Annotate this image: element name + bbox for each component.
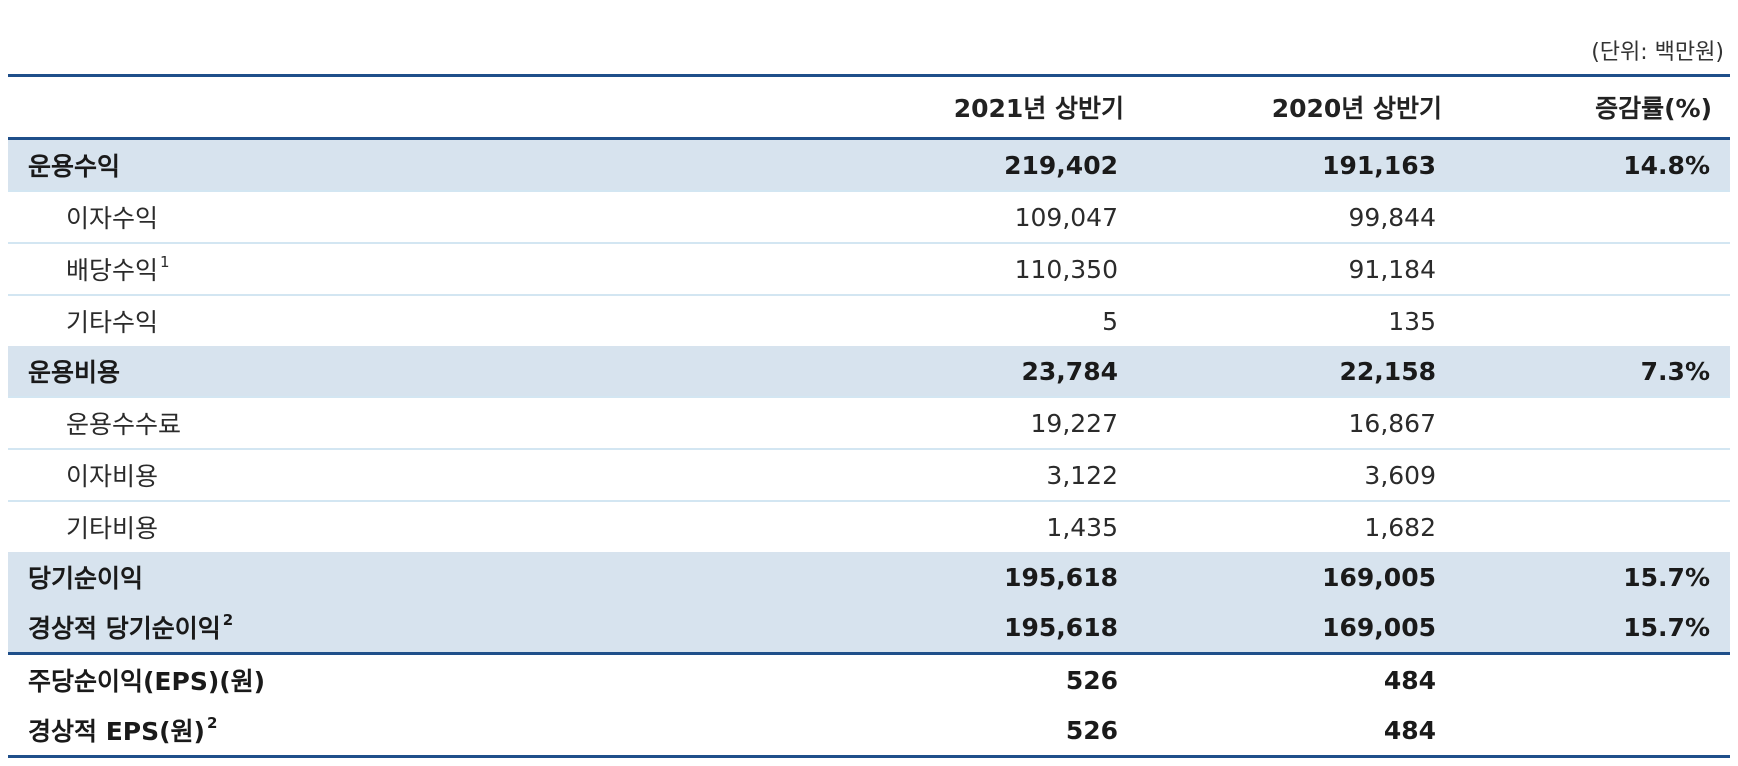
row-label: 운용수수료 [66,410,182,439]
row-label: 이자비용 [66,462,159,491]
value-2020-cell: 135 [1124,294,1442,346]
value-2020-cell: 169,005 [1124,552,1442,602]
change-rate-cell [1442,396,1730,449]
change-rate-cell: 7.3% [1442,346,1730,397]
value-2020-cell: 16,867 [1124,396,1442,449]
table-row: 경상적 당기순이익 2 195,618 169,005 15.7% [8,602,1730,654]
table-row: 경상적 EPS(원) 2 526 484 [8,705,1730,758]
table-row: 기타비용 1,435 1,682 [8,500,1730,552]
row-label: 운용수익 [28,152,121,181]
value-2021-cell: 526 [788,705,1124,758]
table-header-row: 2021년 상반기 2020년 상반기 증감률(%) [8,74,1730,140]
value-2020-cell: 169,005 [1124,602,1442,654]
row-label-cell: 기타수익 [8,294,788,346]
value-2021-cell: 110,350 [788,242,1124,295]
change-rate-cell [1442,242,1730,295]
value-2021-cell: 109,047 [788,190,1124,243]
value-2021-cell: 23,784 [788,346,1124,397]
value-2021-cell: 3,122 [788,448,1124,501]
table-row: 배당수익 1 110,350 91,184 [8,242,1730,295]
value-2020-cell: 484 [1124,705,1442,758]
table-row: 주당순이익(EPS)(원) 526 484 [8,652,1730,705]
row-label-cell: 경상적 당기순이익 2 [8,602,788,654]
row-label-cell: 운용수수료 [8,396,788,449]
table-row: 이자비용 3,122 3,609 [8,448,1730,501]
row-label: 운용비용 [28,358,121,387]
row-label-cell: 운용수익 [8,138,788,191]
value-2021-cell: 195,618 [788,602,1124,654]
table-row: 운용수수료 19,227 16,867 [8,396,1730,449]
row-label-cell: 당기순이익 [8,552,788,602]
row-label: 경상적 EPS(원) [28,717,205,746]
table-body: 운용수익 219,402 191,163 14.8% 이자수익 109,047 99,844… [8,138,1730,758]
value-2020-cell: 1,682 [1124,500,1442,552]
unit-note: (단위: 백만원) [1591,40,1724,65]
row-label-cell: 이자비용 [8,448,788,501]
change-rate-cell: 14.8% [1442,138,1730,191]
table-row: 이자수익 109,047 99,844 [8,190,1730,243]
change-rate-cell [1442,652,1730,705]
header-2020-h1: 2020년 상반기 [1124,74,1442,140]
income-statement-table: 2021년 상반기 2020년 상반기 증감률(%) 운용수익 219,402 19… [8,74,1730,758]
row-label: 기타비용 [66,514,159,543]
change-rate-cell [1442,190,1730,243]
header-change-rate: 증감률(%) [1442,74,1730,140]
value-2020-cell: 484 [1124,652,1442,705]
value-2020-cell: 3,609 [1124,448,1442,501]
row-label-cell: 주당순이익(EPS)(원) [8,652,788,705]
table-row: 운용수익 219,402 191,163 14.8% [8,138,1730,191]
row-label: 이자수익 [66,204,159,233]
row-label-cell: 이자수익 [8,190,788,243]
change-rate-cell [1442,705,1730,758]
change-rate-cell: 15.7% [1442,552,1730,602]
table-row: 기타수익 5 135 [8,294,1730,346]
row-label: 경상적 당기순이익 [28,614,221,643]
value-2021-cell: 5 [788,294,1124,346]
value-2020-cell: 191,163 [1124,138,1442,191]
row-label: 배당수익 [66,256,159,285]
value-2021-cell: 219,402 [788,138,1124,191]
table-row: 운용비용 23,784 22,158 7.3% [8,346,1730,397]
row-label-cell: 배당수익 1 [8,242,788,295]
change-rate-cell [1442,448,1730,501]
header-2021-h1: 2021년 상반기 [788,74,1124,140]
change-rate-cell [1442,500,1730,552]
row-label: 당기순이익 [28,564,144,593]
value-2021-cell: 195,618 [788,552,1124,602]
footnote-marker: 2 [222,611,234,629]
value-2021-cell: 19,227 [788,396,1124,449]
change-rate-cell: 15.7% [1442,602,1730,654]
row-label-cell: 경상적 EPS(원) 2 [8,705,788,758]
row-label-cell: 운용비용 [8,346,788,397]
footnote-marker: 2 [206,714,218,732]
value-2020-cell: 22,158 [1124,346,1442,397]
change-rate-cell [1442,294,1730,346]
row-label-cell: 기타비용 [8,500,788,552]
row-label: 기타수익 [66,308,159,337]
value-2020-cell: 91,184 [1124,242,1442,295]
value-2020-cell: 99,844 [1124,190,1442,243]
table-row: 당기순이익 195,618 169,005 15.7% [8,552,1730,602]
value-2021-cell: 1,435 [788,500,1124,552]
footnote-marker: 1 [160,253,170,271]
row-label: 주당순이익(EPS)(원) [28,667,266,696]
value-2021-cell: 526 [788,652,1124,705]
header-label [8,74,788,140]
